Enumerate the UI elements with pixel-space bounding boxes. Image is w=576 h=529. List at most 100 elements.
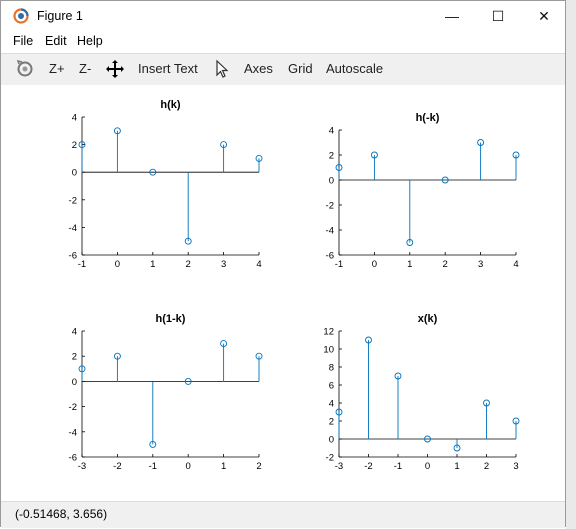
plot-4-x-tick-label: -2	[364, 461, 372, 472]
plot-3-marker	[78, 365, 86, 373]
plot-3-y-tick-label: -4	[69, 427, 77, 438]
plot-4-x-tick-label: -3	[335, 461, 343, 472]
plot-4-x-tick-label: 3	[513, 461, 518, 472]
plot-4-y-tick-label: 0	[329, 435, 334, 446]
plot-4-marker	[483, 399, 490, 407]
plot-3-y-tick-label: 2	[72, 352, 77, 363]
zoom-out-button[interactable]: Z-	[79, 61, 92, 76]
plot-2-y-tick-label: -6	[326, 251, 334, 262]
plot-2-y-tick-label: 2	[329, 151, 334, 162]
plot-1-x-tick-label: 3	[221, 259, 226, 270]
plot-2-marker	[477, 139, 485, 146]
minimize-icon: —	[445, 8, 459, 24]
plot-1-x-tick-label: 2	[186, 259, 191, 270]
plot-4-y-tick-label: 2	[329, 417, 334, 428]
rotate-icon[interactable]	[15, 59, 35, 79]
plot-3-marker	[255, 352, 263, 360]
maximize-icon: ☐	[491, 8, 505, 24]
plot-3-x-tick-label: 1	[221, 461, 226, 472]
plot-1-marker	[255, 154, 263, 162]
plot-2-y-tick-label: 0	[329, 176, 334, 187]
plot-4-y-tick-label: 6	[329, 381, 334, 392]
plot-2-x-tick-label: 1	[407, 259, 412, 270]
plot-3-x-tick-label: -3	[78, 461, 86, 472]
plot-4-x-tick-label: 2	[484, 461, 489, 472]
plot-4-marker	[512, 417, 520, 425]
title-bar[interactable]: Figure 1 — ☐ ✕	[1, 1, 565, 31]
plot-2-y-tick-label: -4	[326, 226, 334, 237]
plot-3-y-tick-label: -6	[69, 453, 77, 464]
zoom-in-button[interactable]: Z+	[49, 61, 65, 76]
maximize-button[interactable]: ☐	[475, 1, 521, 31]
plot-4-y-tick-label: -2	[326, 453, 334, 464]
plot-4-x-tick-label: 1	[454, 461, 459, 472]
plot-3-y-tick-label: 0	[72, 377, 77, 388]
plot-4-marker	[365, 336, 372, 344]
plot-3-x-tick-label: -2	[113, 461, 121, 472]
plot-3-marker	[220, 340, 228, 348]
close-button[interactable]: ✕	[521, 1, 567, 31]
plot-3-marker	[113, 352, 121, 360]
plot-3-x-tick-label: 2	[256, 461, 261, 472]
plot-3-x-tick-label: -1	[149, 461, 157, 472]
plot-1-x-tick-label: 0	[115, 259, 120, 270]
plot-2-x-tick-label: 0	[372, 259, 377, 270]
pointer-icon[interactable]	[212, 59, 232, 79]
plot-1-y-tick-label: -2	[69, 195, 77, 206]
plot-1-y-tick-label: 4	[72, 113, 77, 124]
status-bar: (-0.51468, 3.656)	[1, 501, 565, 528]
plot-4-x-tick-label: -1	[394, 461, 402, 472]
plot-2-marker	[512, 151, 520, 159]
plot-3-marker	[149, 440, 157, 448]
plot-1-marker	[184, 237, 192, 245]
plot-1-y-tick-label: -6	[69, 251, 77, 262]
plot-4-marker	[424, 435, 431, 443]
menu-help[interactable]: Help	[77, 34, 103, 48]
plot-4-x-tick-label: 0	[425, 461, 430, 472]
menu-file[interactable]: File	[13, 34, 34, 48]
axes-button[interactable]: Axes	[244, 61, 273, 76]
plot-2-y-tick-label: -2	[326, 201, 334, 212]
plot-4-y-tick-label: 12	[323, 327, 334, 338]
toolbar: Z+ Z- Insert Text Axes Grid Autoscale	[1, 53, 565, 86]
plot-3-y-tick-label: -2	[69, 402, 77, 413]
plot-1-marker	[113, 127, 121, 135]
octave-logo-icon	[13, 8, 29, 24]
window-title: Figure 1	[37, 9, 83, 23]
close-icon: ✕	[538, 8, 550, 24]
plot-2-x-tick-label: 2	[443, 259, 448, 270]
autoscale-button[interactable]: Autoscale	[326, 61, 384, 76]
plot-4-marker	[453, 444, 461, 452]
plot-4-title: x(k)	[418, 313, 438, 325]
plot-2-marker	[406, 239, 414, 246]
plot-1-x-tick-label: 1	[150, 259, 155, 270]
minimize-button[interactable]: —	[429, 1, 475, 31]
plot-1-y-tick-label: 0	[72, 168, 77, 179]
plot-3-y-tick-label: 4	[72, 327, 77, 338]
plot-1-x-tick-label: -1	[78, 259, 86, 270]
pan-icon[interactable]	[105, 59, 125, 79]
plot-1-y-tick-label: 2	[72, 140, 77, 151]
menu-edit[interactable]: Edit	[45, 34, 67, 48]
plot-2-marker	[335, 164, 343, 171]
plot-1-x-tick-label: 4	[256, 259, 261, 270]
plot-4-y-tick-label: 8	[329, 363, 334, 374]
plot-4-y-tick-label: 4	[329, 399, 334, 410]
grid-button[interactable]: Grid	[288, 61, 313, 76]
background-window-edge	[566, 0, 576, 529]
cursor-coordinates: (-0.51468, 3.656)	[15, 507, 108, 521]
plot-2-x-tick-label: 4	[513, 259, 518, 270]
plot-1-y-tick-label: -4	[69, 223, 77, 234]
plot-area[interactable]: h(k) -1 0 1 2 3 4 4 2 0 -2 -4 -6 h(-k) -1 0 1 2 3 4 4 2 0 -2 -4-…	[1, 85, 565, 501]
menu-bar: File Edit Help	[1, 31, 565, 53]
plot-2-marker	[441, 176, 449, 184]
insert-text-button[interactable]: Insert Text	[138, 61, 198, 76]
plot-4-marker	[394, 372, 402, 380]
plot-2-title: h(-k)	[416, 112, 440, 124]
plot-1-title: h(k)	[160, 99, 181, 111]
plot-1-marker	[78, 141, 86, 149]
plot-3-marker	[184, 377, 192, 385]
plot-4-marker	[335, 408, 343, 416]
